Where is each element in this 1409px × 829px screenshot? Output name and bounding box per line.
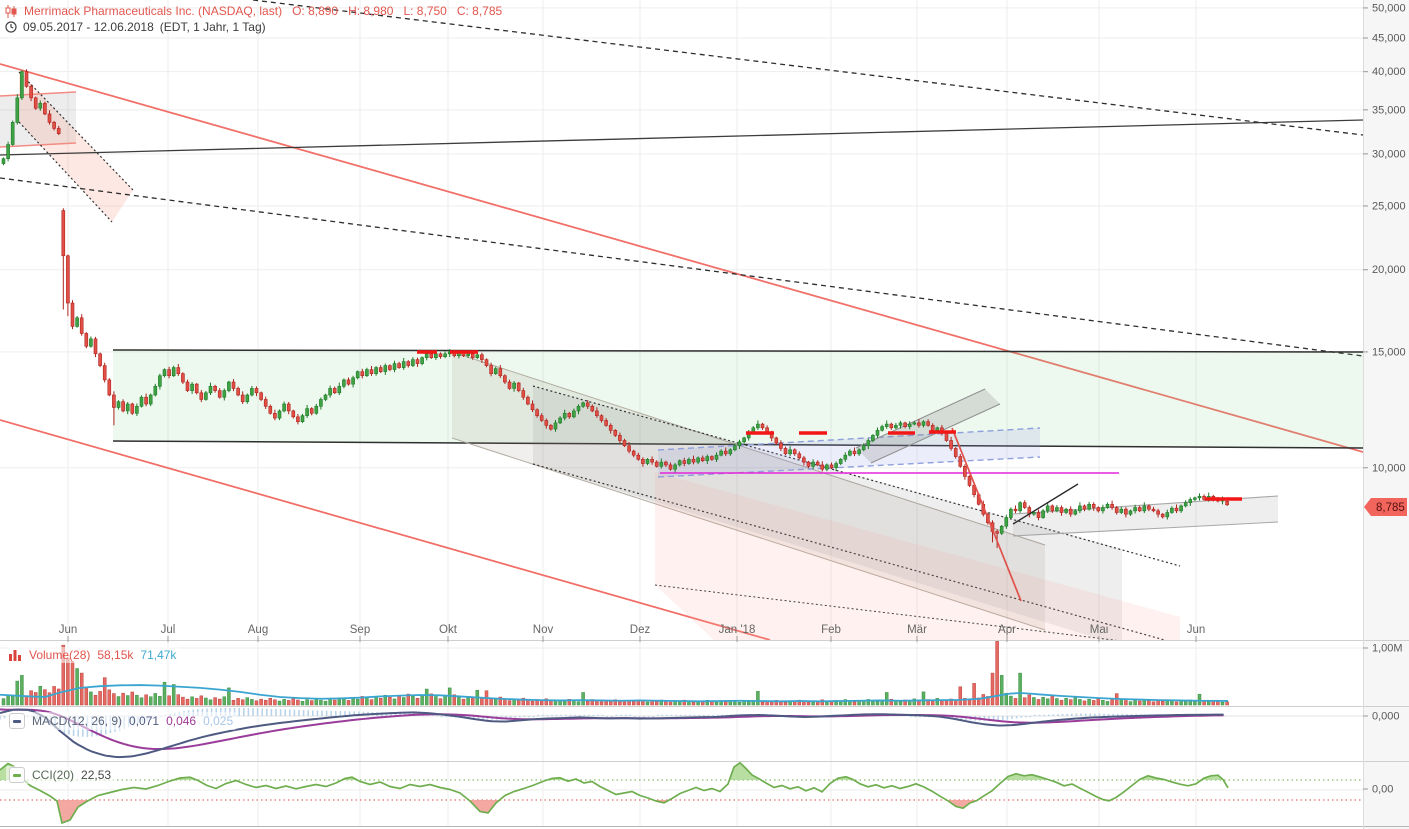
timeframe: (EDT, 1 Jahr, 1 Tag) [159,20,266,34]
green-range [113,350,1363,448]
svg-text:0,00: 0,00 [1372,784,1393,796]
clock-icon [5,21,17,33]
time-axis-labels[interactable]: Jun Jul Aug Sep Okt Nov Dez Jan '18 Feb Mär Apr Mai… [59,624,1206,642]
price-level-markers[interactable] [417,350,1242,501]
svg-text:30,000: 30,000 [1372,148,1406,160]
dashed-trend-lower [0,177,1363,357]
svg-text:Aug: Aug [248,624,268,636]
volume-series [0,641,1229,706]
svg-text:Jan '18: Jan '18 [719,624,756,636]
right-rising-channel [1013,496,1278,536]
svg-text:25,000: 25,000 [1372,200,1406,212]
volume-legend-label[interactable]: Volume(28) [29,648,91,662]
pink-projection [655,472,1180,640]
steep-red-trendline [951,427,1022,602]
svg-text:Okt: Okt [439,624,458,636]
falling-channel-2-top [532,385,1181,567]
macd-legend-label[interactable]: MACD(12, 26, 9) [32,714,123,728]
instrument-row[interactable]: Merrimack Pharmaceuticals Inc. (NASDAQ, … [5,4,502,18]
date-range: 09.05.2017 - 12.06.2018 [23,20,154,34]
price-axis-labels[interactable]: 50,000 45,000 40,000 35,000 30,000 25,000 20,0… [1363,2,1406,796]
cci-value: 22,53 [81,768,112,782]
date-range-row[interactable]: 09.05.2017 - 12.06.2018 (EDT, 1 Jahr, 1 … [5,20,502,34]
macd-indicator-icon [9,713,25,729]
svg-text:Dez: Dez [630,624,651,636]
left-range-bottom-line [0,142,77,148]
short-black-trendline [1012,483,1079,525]
svg-text:40,000: 40,000 [1372,66,1406,78]
macd-histogram-value: 0,025 [203,714,234,728]
right-rising-bottom [1012,521,1279,537]
volume-average-value: 71,47k [140,648,177,662]
cci-series [0,762,1363,825]
falling-channel-1-bottom [451,437,1046,631]
svg-text:Jul: Jul [161,624,176,636]
cci-legend-label[interactable]: CCI(20) [32,768,75,782]
volume-current-value: 58,15k [97,648,134,662]
svg-text:35,000: 35,000 [1372,104,1406,116]
ohlc-low: L: 8,750 [403,4,447,18]
ohlc-close: C: 8,785 [456,4,503,18]
svg-text:1,00M: 1,00M [1372,643,1403,655]
volume-ma-line [0,684,1229,703]
ohlc-open: O: 8,890 [292,4,339,18]
svg-text:Sep: Sep [350,624,370,636]
cci-legend[interactable]: CCI(20) 22,53 [6,766,115,784]
svg-text:Nov: Nov [533,624,554,636]
cci-line [0,762,1229,825]
last-price-tag: 8,785 [1364,498,1407,516]
macd-value: 0,071 [129,714,160,728]
violet-range-top [657,427,1041,451]
svg-text:Jun: Jun [1187,624,1206,636]
svg-text:10,000: 10,000 [1372,462,1406,474]
svg-text:Feb: Feb [821,624,841,636]
cci-indicator-icon [9,767,25,783]
svg-text:Mär: Mär [907,624,927,636]
svg-text:Mai: Mai [1090,624,1109,636]
left-falling-top-line [18,71,134,191]
rising-resistance [0,119,1363,156]
svg-text:20,000: 20,000 [1372,264,1406,276]
ohlc-high: H: 8,980 [348,4,394,18]
macd-signal-value: 0,046 [166,714,197,728]
dashed-trend-upper [252,0,1363,136]
svg-text:0,000: 0,000 [1372,711,1400,723]
candlestick-series [1,69,1229,549]
rising-gray-top [855,388,986,449]
svg-text:Apr: Apr [998,624,1016,636]
overlay-trendlines[interactable] [951,427,1079,602]
instrument-header: Merrimack Pharmaceuticals Inc. (NASDAQ, … [5,4,502,34]
svg-text:50,000: 50,000 [1372,2,1406,14]
major-downtrend-lower [0,419,771,640]
trendline-annotations[interactable] [0,0,1363,648]
left-falling-channel [19,72,133,222]
last-price-text: 8,785 [1376,502,1405,514]
major-downtrend-upper [0,63,1363,453]
falling-channel-2 [533,386,1122,640]
svg-text:45,000: 45,000 [1372,33,1406,45]
volume-bars-icon [9,649,22,661]
falling-channel-2-bottom [532,463,1167,640]
svg-text:15,000: 15,000 [1372,346,1406,358]
instrument-title[interactable]: Merrimack Pharmaceuticals Inc. (NASDAQ, … [24,4,283,18]
macd-legend[interactable]: MACD(12, 26, 9) 0,071 0,046 0,025 [6,712,237,730]
falling-channel-1 [452,352,1045,630]
left-range-top-line [0,91,77,97]
green-range-top-line [112,349,1363,353]
price-axis-background[interactable] [1364,0,1409,829]
macd-line [0,708,1224,759]
candlestick-series-icon [5,4,18,18]
volume-legend[interactable]: Volume(28) 58,15k 71,47k [6,647,180,663]
svg-text:Jun: Jun [59,624,78,636]
falling-channel-1-top [451,351,1046,546]
left-falling-bottom-line [18,121,113,223]
